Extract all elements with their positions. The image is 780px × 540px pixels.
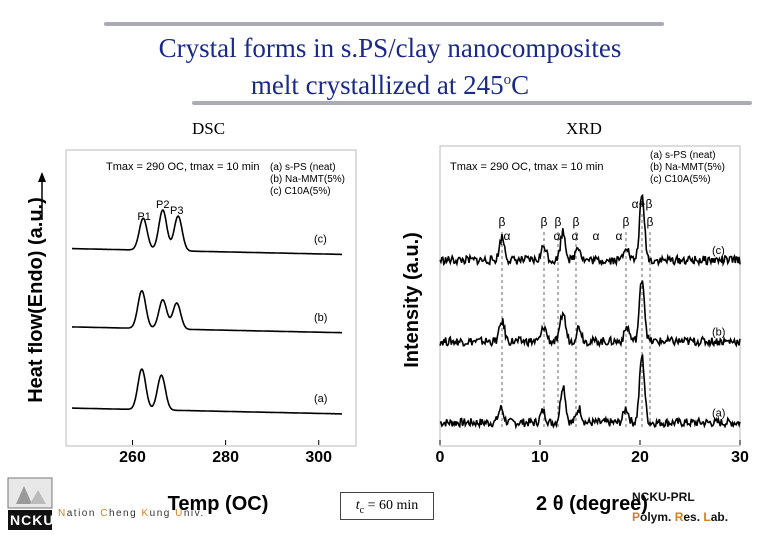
xrd-panel-label: XRD — [566, 119, 602, 138]
tc-subscript: c — [359, 504, 365, 516]
series-line-1 — [72, 289, 342, 334]
title-bottom-rule — [192, 101, 752, 105]
title-line2: melt crystallized at 245oC — [0, 64, 780, 101]
xrd-condition: Tmax = 290 OC, tmax = 10 min — [450, 161, 603, 173]
university-logo: NCKU — [6, 476, 56, 532]
series-label: (c) — [712, 245, 725, 257]
peak-label: P3 — [170, 205, 183, 217]
x-tick-label: 280 — [212, 449, 239, 466]
series-line-0 — [439, 354, 741, 430]
legend-entry: (b) Na-MMT(5%) — [270, 174, 345, 185]
xrd-curves: (a) (b) (c) — [439, 193, 741, 430]
reflection-label: β — [647, 215, 654, 229]
legend-entry: (b) Na-MMT(5%) — [650, 162, 725, 173]
lab-name: NCKU-PRL — [632, 490, 695, 504]
dsc-chart: Heat flow(Endo) (a.u.) Tmax = 290 OC, tm… — [28, 149, 357, 515]
xrd-plot-frame — [439, 145, 741, 447]
series-label: (a) — [314, 393, 327, 405]
legend-entry: (c) C10A(5%) — [650, 174, 711, 185]
peak-label: P2 — [156, 199, 169, 211]
series-line-1 — [439, 280, 741, 349]
x-tick-label: 30 — [731, 449, 749, 466]
dsc-x-ticks: 260 280 300 — [119, 440, 332, 466]
series-line-2 — [439, 193, 741, 268]
logo-text: NCKU — [10, 512, 55, 528]
peak-label: P1 — [137, 211, 150, 223]
x-tick-label: 0 — [436, 449, 445, 466]
reflection-label: β — [623, 215, 630, 229]
reflection-label: β — [541, 215, 548, 229]
series-line-2 — [72, 209, 342, 256]
dsc-y-arrow — [38, 172, 46, 220]
x-tick-label: 300 — [305, 449, 332, 466]
university-name: Nation Cheng Kung Univ. — [58, 508, 205, 519]
tc-label-box: tc = 60 min — [340, 492, 434, 520]
series-label: (c) — [314, 234, 327, 246]
dsc-panel-label: DSC — [192, 119, 226, 138]
x-tick-label: 260 — [119, 449, 146, 466]
title-line2-main: melt crystallized at 245 — [250, 70, 504, 100]
title-line2-sup: o — [503, 72, 512, 88]
series-line-0 — [72, 368, 342, 415]
xrd-legend: (a) s-PS (neat)(b) Na-MMT(5%)(c) C10A(5%… — [650, 150, 725, 185]
x-tick-label: 10 — [531, 449, 549, 466]
series-label: (b) — [712, 326, 725, 338]
dsc-y-axis-label: Heat flow(Endo) (a.u.) — [28, 197, 47, 403]
logo-graphic — [7, 477, 53, 530]
dsc-peak-labels: P1 P2 P3 — [137, 199, 183, 223]
dsc-condition: Tmax = 290 OC, tmax = 10 min — [106, 161, 259, 173]
legend-entry: (c) C10A(5%) — [270, 186, 331, 197]
dsc-legend: (a) s-PS (neat)(b) Na-MMT(5%)(c) C10A(5%… — [270, 162, 345, 197]
xrd-xlabel: 2 θ (degree) — [536, 493, 648, 515]
slide-title: Crystal forms in s.PS/clay nanocomposite… — [0, 32, 780, 101]
xrd-ylabel-text: Intensity (a.u.) — [402, 232, 423, 368]
dsc-plot-frame — [65, 149, 357, 447]
title-line2-end: C — [511, 70, 530, 100]
reflection-label: α — [504, 229, 511, 243]
reflection-label: α — [593, 229, 600, 243]
x-tick-label: 20 — [631, 449, 649, 466]
series-label: (a) — [712, 408, 725, 420]
reflection-label: α — [572, 229, 579, 243]
dsc-curves: (a) (b) (c) — [72, 209, 342, 415]
legend-entry: (a) s-PS (neat) — [270, 162, 336, 173]
reflection-label: β — [499, 215, 506, 229]
reflection-label: α — [554, 229, 561, 243]
tc-value: = 60 min — [364, 498, 419, 513]
series-label: (b) — [314, 312, 327, 324]
lab-subtitle: Polym. Res. Lab. — [632, 510, 729, 524]
title-line1: Crystal forms in s.PS/clay nanocomposite… — [158, 33, 622, 63]
dsc-ylabel-text: Heat flow(Endo) (a.u.) — [28, 197, 47, 403]
xrd-chart: Intensity (a.u.) Tmax = 290 OC, tmax = 1… — [402, 145, 749, 515]
xrd-y-axis-label: Intensity (a.u.) — [402, 232, 423, 368]
xrd-x-ticks: 0 10 20 30 — [436, 440, 749, 466]
reflection-label: β — [573, 215, 580, 229]
reflection-label: α — [616, 229, 623, 243]
legend-entry: (a) s-PS (neat) — [650, 150, 716, 161]
dsc-xlabel: Temp (OC) — [168, 493, 269, 515]
reflection-label: α+β — [632, 197, 653, 211]
reflection-label: β — [555, 215, 562, 229]
tc-symbol: t — [355, 498, 360, 513]
title-top-rule — [104, 22, 664, 26]
